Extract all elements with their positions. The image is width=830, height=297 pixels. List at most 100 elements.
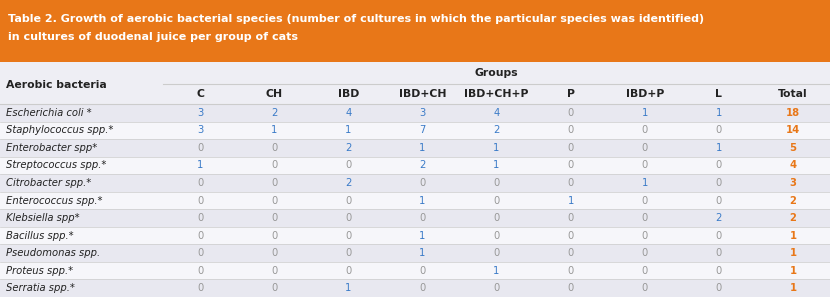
Text: 0: 0 [642,195,648,206]
Text: 1: 1 [271,125,277,135]
Text: 0: 0 [568,248,574,258]
Text: 4: 4 [789,160,797,170]
Text: Klebsiella spp*: Klebsiella spp* [6,213,80,223]
Text: 2: 2 [345,178,351,188]
Text: 0: 0 [197,248,203,258]
Text: in cultures of duodenal juice per group of cats: in cultures of duodenal juice per group … [8,32,298,42]
Text: 0: 0 [345,230,351,241]
Text: 0: 0 [568,283,574,293]
Text: 0: 0 [271,248,277,258]
Text: 2: 2 [419,160,426,170]
Text: Pseudomonas spp.: Pseudomonas spp. [6,248,100,258]
Text: 2: 2 [715,213,722,223]
Bar [0,104,830,121]
Text: 4: 4 [493,108,500,118]
Text: 0: 0 [197,195,203,206]
Text: 1: 1 [568,195,574,206]
Bar [0,244,830,262]
Text: 0: 0 [642,160,648,170]
Text: Staphylococcus spp.*: Staphylococcus spp.* [6,125,114,135]
Text: 0: 0 [715,195,722,206]
Text: 3: 3 [419,108,426,118]
Text: 0: 0 [345,213,351,223]
Text: 0: 0 [568,125,574,135]
Text: 2: 2 [789,195,796,206]
Bar [0,62,830,84]
Text: 0: 0 [715,178,722,188]
Text: 0: 0 [345,248,351,258]
Text: 1: 1 [789,230,797,241]
Text: IBD+P: IBD+P [626,89,664,99]
Text: IBD+CH: IBD+CH [398,89,447,99]
Bar [0,121,830,139]
Text: 18: 18 [786,108,800,118]
Text: 0: 0 [493,248,500,258]
Text: 0: 0 [197,178,203,188]
Bar [0,209,830,227]
Text: 0: 0 [493,283,500,293]
Text: Table 2. Growth of aerobic bacterial species (number of cultures in which the pa: Table 2. Growth of aerobic bacterial spe… [8,14,704,24]
Text: 1: 1 [419,248,426,258]
Text: 1: 1 [493,143,500,153]
Bar [0,262,830,279]
Text: CH: CH [266,89,283,99]
Text: Total: Total [779,89,808,99]
Text: 0: 0 [197,230,203,241]
Text: 0: 0 [197,283,203,293]
Text: Bacillus spp.*: Bacillus spp.* [6,230,74,241]
Text: 3: 3 [197,125,203,135]
Text: 1: 1 [345,125,351,135]
Text: IBD: IBD [338,89,359,99]
Text: 0: 0 [568,160,574,170]
Text: 0: 0 [568,178,574,188]
Text: 3: 3 [789,178,796,188]
Bar [0,279,830,297]
Text: 0: 0 [642,283,648,293]
Text: 0: 0 [642,125,648,135]
Text: C: C [196,89,204,99]
Text: 0: 0 [715,125,722,135]
Text: 0: 0 [715,230,722,241]
Text: 0: 0 [419,266,426,276]
Text: 0: 0 [642,213,648,223]
Bar [0,227,830,244]
Text: 1: 1 [715,143,722,153]
Text: 0: 0 [271,213,277,223]
Text: 7: 7 [419,125,426,135]
Text: 0: 0 [271,266,277,276]
Text: 0: 0 [715,266,722,276]
Text: 0: 0 [642,248,648,258]
Text: 0: 0 [568,213,574,223]
Text: 0: 0 [345,160,351,170]
Text: 1: 1 [493,160,500,170]
Text: 0: 0 [271,283,277,293]
Text: Enterobacter spp*: Enterobacter spp* [6,143,97,153]
Text: 0: 0 [493,230,500,241]
Text: 0: 0 [642,230,648,241]
Bar [0,139,830,157]
Text: Groups: Groups [475,68,518,78]
Text: 0: 0 [568,143,574,153]
Text: 0: 0 [642,266,648,276]
Text: 0: 0 [419,283,426,293]
Text: 0: 0 [271,178,277,188]
Text: 2: 2 [345,143,351,153]
Text: 0: 0 [642,143,648,153]
Text: 1: 1 [197,160,203,170]
Text: 0: 0 [568,266,574,276]
Text: 0: 0 [197,213,203,223]
Text: Citrobacter spp.*: Citrobacter spp.* [6,178,91,188]
Text: 1: 1 [789,248,797,258]
Text: 2: 2 [493,125,500,135]
Text: 0: 0 [197,143,203,153]
Text: IBD+CH+P: IBD+CH+P [464,89,529,99]
Text: 1: 1 [642,108,648,118]
Text: L: L [715,89,722,99]
Text: 1: 1 [419,195,426,206]
Text: 0: 0 [419,213,426,223]
Text: Serratia spp.*: Serratia spp.* [6,283,75,293]
Text: 0: 0 [715,283,722,293]
Text: 0: 0 [271,143,277,153]
Text: 0: 0 [568,230,574,241]
Text: Enterococcus spp.*: Enterococcus spp.* [6,195,102,206]
